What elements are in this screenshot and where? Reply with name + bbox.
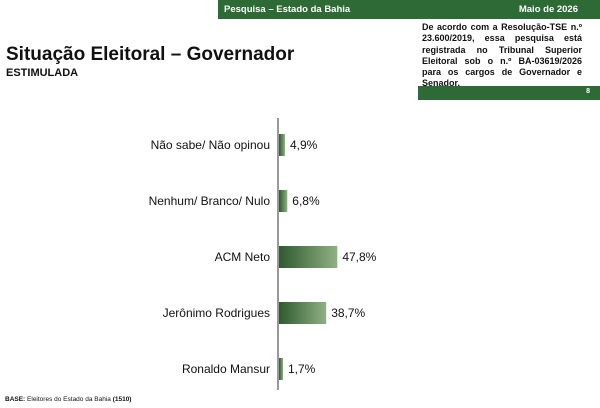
value-label: 4,9% xyxy=(290,138,318,152)
value-label: 1,7% xyxy=(288,362,316,376)
value-label: 38,7% xyxy=(331,306,365,320)
bar-chart: Não sabe/ Não opinou 4,9% Nenhum/ Branco/ … xyxy=(149,118,377,390)
bar xyxy=(279,190,288,212)
registration-notice: De acordo com a Resolução-TSE n.º 23.600… xyxy=(422,22,582,89)
page-number-bar: 8 xyxy=(418,86,600,100)
footer-base-text: Eleitores do Estado da Bahia xyxy=(25,396,113,403)
category-label: Não sabe/ Não opinou xyxy=(151,138,270,152)
value-label: 47,8% xyxy=(342,250,376,264)
survey-title: Pesquisa – Estado da Bahia xyxy=(224,4,351,15)
footer-base-count: (1510) xyxy=(112,396,132,403)
bar xyxy=(279,302,327,324)
top-banner: Pesquisa – Estado da Bahia Maio de 2026 xyxy=(218,0,600,19)
page-subtitle: ESTIMULADA xyxy=(6,67,79,79)
page-number: 8 xyxy=(586,88,590,95)
footer-base: BASE: Eleitores do Estado da Bahia (1510… xyxy=(5,396,131,403)
footer-base-label: BASE: xyxy=(5,396,26,403)
bar xyxy=(279,134,285,156)
category-label: Jerônimo Rodrigues xyxy=(163,306,270,320)
bar xyxy=(279,246,338,268)
bar xyxy=(279,358,283,380)
value-label: 6,8% xyxy=(292,194,320,208)
survey-date: Maio de 2026 xyxy=(518,4,578,15)
category-label: Ronaldo Mansur xyxy=(182,362,270,376)
page-title: Situação Eleitoral – Governador xyxy=(6,44,295,65)
category-label: Nenhum/ Branco/ Nulo xyxy=(149,194,271,208)
category-label: ACM Neto xyxy=(215,250,271,264)
